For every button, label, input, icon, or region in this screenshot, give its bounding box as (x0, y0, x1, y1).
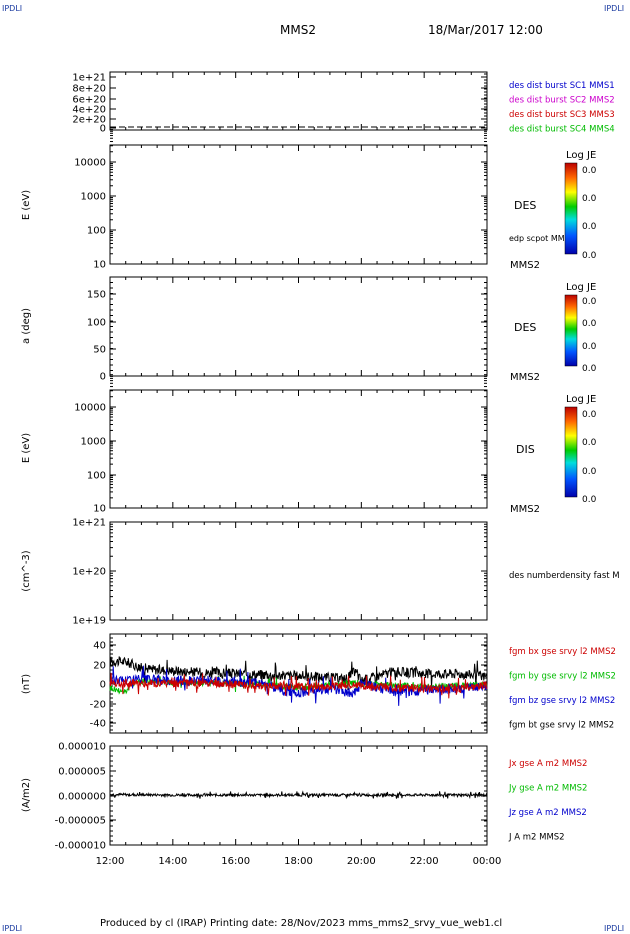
y-tick-label: 10 (93, 504, 106, 515)
time-tick-label: 12:00 (96, 856, 125, 867)
y-tick-label: 100 (87, 226, 106, 237)
colorbar-rect (564, 294, 578, 367)
colorbar-value: 0.0 (582, 166, 597, 176)
legend-entry: fgm by gse srvy l2 MMS2 (509, 672, 616, 682)
legend-entry: J A m2 MMS2 (508, 833, 565, 843)
y-tick-label: 10000 (74, 158, 106, 169)
y-tick-label: 1e+19 (72, 616, 106, 627)
y-tick-label: 0 (100, 680, 106, 691)
panel-label: DES (514, 199, 536, 212)
legend-entry: fgm bz gse srvy l2 MMS2 (509, 696, 615, 706)
y-axis-label: (A/m2) (21, 778, 32, 812)
footer-credits: Produced by cl (IRAP) Printing date: 28/… (100, 918, 503, 929)
y-tick-label: 2e+20 (72, 115, 106, 126)
y-tick-label: 100 (87, 471, 106, 482)
series-line (109, 672, 488, 699)
colorbar-rect (564, 406, 578, 498)
legend-entry: des numberdensity fast M (509, 571, 620, 581)
time-tick-label: 18:00 (284, 856, 313, 867)
panel-label: DES (514, 321, 536, 334)
colorbar-rect (564, 162, 578, 255)
legend-entry: Jz gse A m2 MMS2 (508, 808, 587, 818)
legend-entry: des dist burst SC3 MMS3 (509, 110, 615, 120)
legend-entry: des dist burst SC4 MMS4 (509, 125, 615, 135)
y-axis-label: a (deg) (21, 308, 32, 344)
colorbar-value: 0.0 (582, 410, 597, 420)
y-tick-label: 1e+20 (72, 567, 106, 578)
legend-entry: fgm bt gse srvy l2 MMS2 (509, 721, 614, 731)
y-tick-label: 10000 (74, 403, 106, 414)
legend-entry: fgm bx gse srvy l2 MMS2 (509, 647, 616, 657)
y-tick-label: 50 (93, 345, 106, 356)
panel-frame (109, 144, 488, 265)
series-line (109, 656, 488, 691)
y-axis-label: (nT) (21, 674, 32, 694)
corner-logo-bottom-right: IPDLI (604, 924, 625, 933)
y-tick-label: 4e+20 (72, 105, 106, 116)
y-tick-label: 1e+21 (72, 518, 106, 529)
colorbar-value: 0.0 (582, 222, 597, 232)
y-tick-label: 0.000000 (58, 792, 106, 803)
y-tick-label: 10 (93, 260, 106, 271)
y-tick-label: -0.000010 (55, 841, 106, 852)
colorbar-value: 0.0 (582, 495, 597, 505)
y-tick-label: 100 (87, 318, 106, 329)
time-tick-label: 14:00 (158, 856, 187, 867)
colorbar-value: 0.0 (582, 319, 597, 329)
colorbar-value: 0.0 (582, 342, 597, 352)
colorbar-value: 0.0 (582, 297, 597, 307)
panel-bottom-label: MMS2 (510, 372, 540, 383)
y-axis-label: E (eV) (21, 433, 32, 463)
spacecraft-title: MMS2 (280, 23, 316, 37)
time-tick-label: 00:00 (473, 856, 502, 867)
datetime-title: 18/Mar/2017 12:00 (428, 23, 543, 37)
time-tick-label: 22:00 (410, 856, 439, 867)
y-tick-label: 20 (93, 661, 106, 672)
colorbar-value: 0.0 (582, 467, 597, 477)
y-tick-label: -40 (90, 719, 106, 730)
y-tick-label: 0.000010 (58, 742, 106, 753)
y-tick-label: 1000 (81, 192, 106, 203)
panel-label: DIS (516, 443, 535, 456)
y-tick-label: 40 (93, 641, 106, 652)
panel-frame (109, 71, 488, 131)
y-axis-label: E (eV) (21, 190, 32, 220)
panel-frame (109, 521, 488, 621)
time-tick-label: 20:00 (347, 856, 376, 867)
corner-logo-top-left: IPDLI (2, 4, 23, 13)
y-tick-label: 0 (100, 372, 106, 383)
corner-logo-top-right: IPDLI (604, 4, 625, 13)
panel-frame (109, 276, 488, 377)
colorbar-value: 0.0 (582, 194, 597, 204)
corner-logo-bottom-left: IPDLI (2, 924, 23, 933)
y-tick-label: -0.000005 (55, 816, 106, 827)
colorbar-title: Log JE (566, 282, 597, 293)
legend-entry: des dist burst SC1 MMS1 (509, 81, 615, 91)
colorbar-value: 0.0 (582, 364, 597, 374)
y-axis-label: (cm^-3) (21, 550, 32, 591)
y-tick-label: 8e+20 (72, 84, 106, 95)
series-line (109, 790, 488, 800)
legend-entry: des dist burst SC2 MMS2 (509, 96, 615, 106)
panel-frame (109, 389, 488, 509)
y-tick-label: 0 (100, 124, 106, 135)
colorbar-title: Log JE (566, 394, 597, 405)
legend-entry: Jy gse A m2 MMS2 (508, 784, 587, 794)
y-tick-label: 1000 (81, 437, 106, 448)
y-tick-label: 1e+21 (72, 73, 106, 84)
panel-sublabel: edp scpot MMS2 (509, 234, 575, 243)
y-tick-label: -20 (90, 700, 106, 711)
panel-bottom-label: MMS2 (510, 260, 540, 271)
colorbar-value: 0.0 (582, 438, 597, 448)
panel-bottom-label: MMS2 (510, 504, 540, 515)
y-tick-label: 0.000005 (58, 767, 106, 778)
legend-entry: Jx gse A m2 MMS2 (508, 759, 587, 769)
y-tick-label: 6e+20 (72, 95, 106, 106)
y-tick-label: 150 (87, 290, 106, 301)
colorbar-title: Log JE (566, 150, 597, 161)
time-tick-label: 16:00 (221, 856, 250, 867)
colorbar-value: 0.0 (582, 251, 597, 261)
